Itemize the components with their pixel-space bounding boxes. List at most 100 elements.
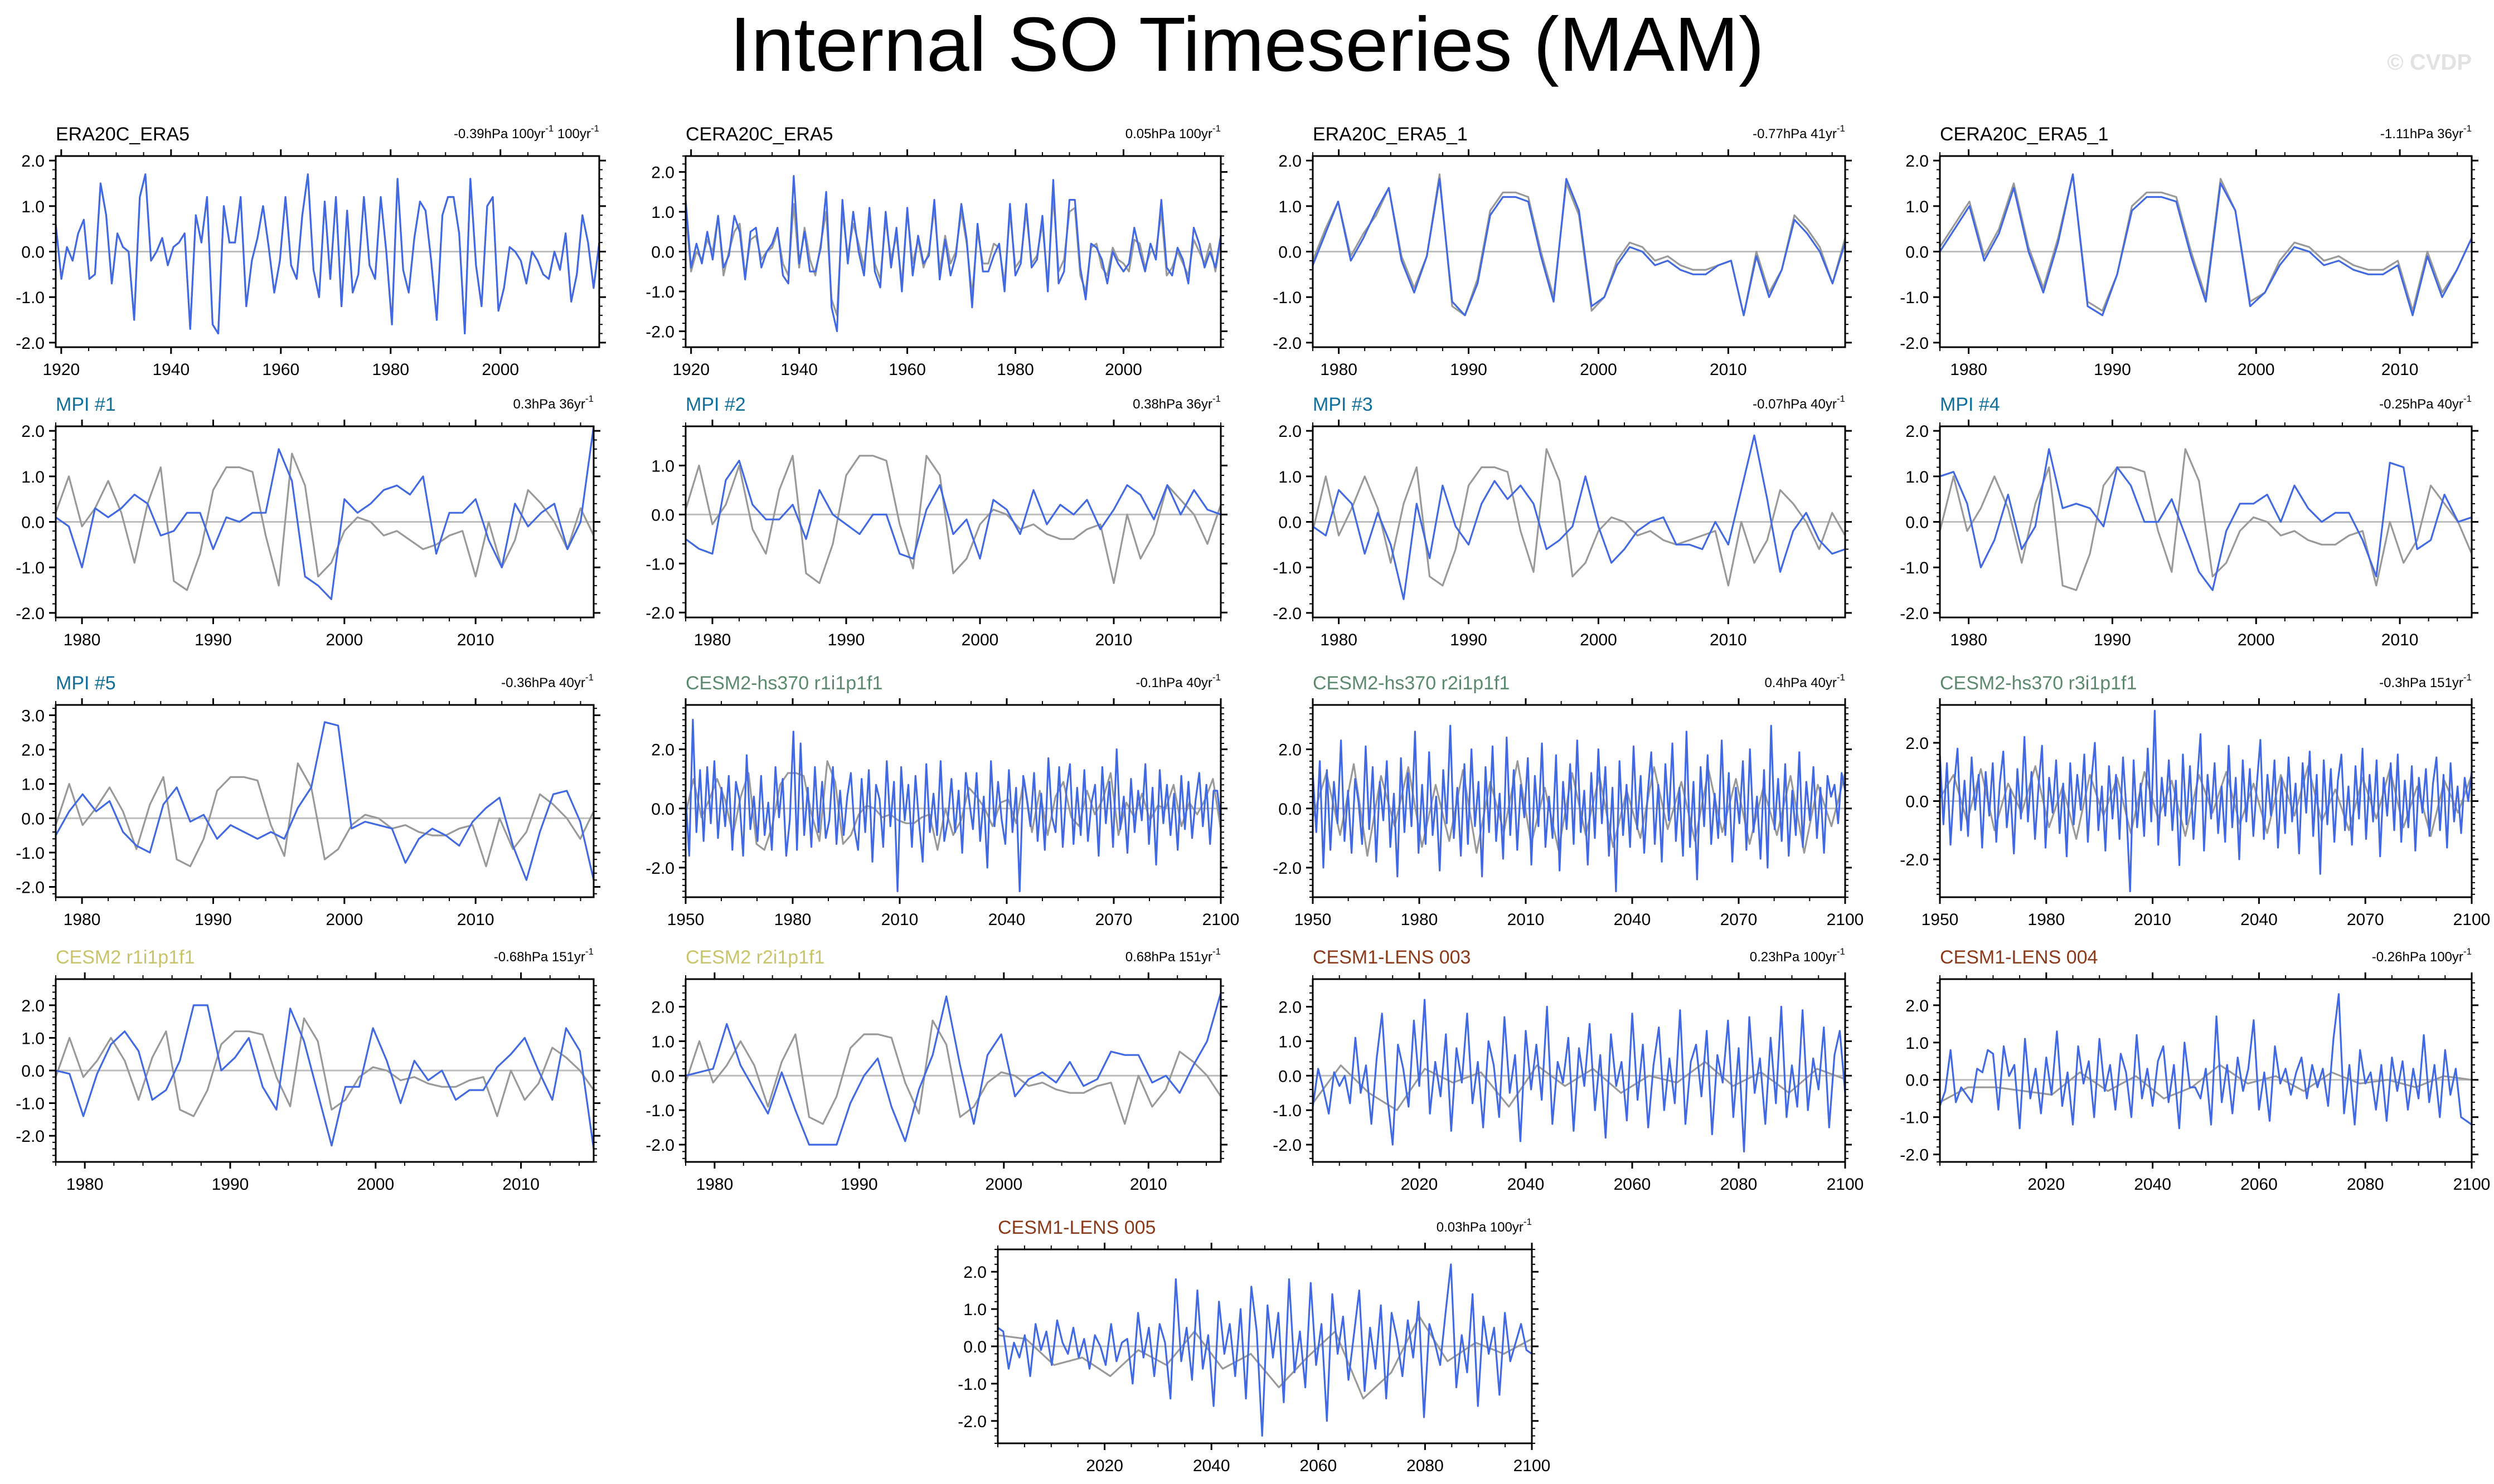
y-tick-label: 1.0 [963,1301,987,1319]
x-tick-label: 2000 [482,361,519,379]
plot-frame [685,704,1222,898]
y-tick-label: -1.0 [1273,559,1302,577]
y-tick-label: -1.0 [1900,1109,1929,1127]
x-tick-label: 1980 [774,911,812,929]
trend-label: 0.68hPa 151yr-1 [1125,946,1221,965]
trend-exponent: -1 [1212,672,1221,683]
x-tick-label: 1990 [1450,361,1487,379]
y-tick-label: -2.0 [1273,859,1302,878]
y-tick-label: 1.0 [1905,1034,1929,1053]
y-tick-label: 3.0 [21,707,45,725]
x-tick-label: 2000 [962,631,999,649]
y-tick-label: 0.0 [1905,514,1929,532]
x-tick-label: 2000 [2238,631,2275,649]
y-tick-label: 2.0 [1278,152,1302,171]
series-line-primary [685,459,1221,560]
x-tick-label: 2020 [1401,1175,1438,1194]
panel-5: 2.0 1.0 0.0 -1.0 -2.0 1980 1990 2000 2010 MPI #1 0… [16,393,600,649]
y-tick-label: -1.0 [646,1102,675,1120]
x-tick-label: 1990 [1450,631,1487,649]
x-tick-label: 2100 [1513,1457,1551,1475]
plot-frame [685,425,1222,619]
y-tick-label: -2.0 [646,1136,675,1155]
y-tick-label: -1.0 [646,283,675,301]
y-tick-label: 2.0 [1278,999,1302,1017]
x-tick-label: 2040 [1193,1457,1230,1475]
y-tick-label: -2.0 [1900,605,1929,623]
trend-label: -0.26hPa 100yr-1 [2372,946,2472,965]
y-tick-label: -2.0 [16,334,45,353]
panel-label: ERA20C_ERA5 [56,124,190,145]
panel-label: CESM2 r1i1p1f1 [56,947,195,968]
y-tick-label: 0.0 [651,506,675,524]
y-tick-label: 0.0 [1905,793,1929,811]
panel-9: 3.0 2.0 1.0 0.0 -1.0 -2.0 1980 1990 2000 2010 MPI … [16,672,600,929]
x-tick-label: 2010 [1710,631,1747,649]
x-tick-label: 1980 [66,1175,104,1194]
series-line-primary [685,992,1222,1146]
y-tick-label: -2.0 [1273,334,1302,353]
x-tick-label: 2100 [2453,1175,2491,1194]
panel-3: 2.0 1.0 0.0 -1.0 -2.0 1980 1990 2000 2010 ERA20C_… [1273,123,1852,379]
series-line-reference [1312,173,1846,317]
panel-10: 2.0 0.0 -2.0 1950 1980 2010 2040 2070 2100 CESM2-… [646,672,1239,929]
figure-title: Internal SO Timeseries (MAM) [730,2,1764,87]
series-line-reference [55,1017,595,1117]
y-tick-label: 0.0 [651,800,675,819]
y-tick-label: -1.0 [646,555,675,573]
panel-15: 2.0 1.0 0.0 -1.0 -2.0 2020 2040 2060 2080 2100 CES… [1273,946,1864,1194]
y-tick-label: 1.0 [651,1033,675,1051]
trend-label: 0.4hPa 40yr-1 [1764,672,1845,690]
x-tick-label: 2000 [357,1175,394,1194]
y-tick-label: 2.0 [1905,997,1929,1015]
y-tick-label: 2.0 [651,999,675,1017]
trend-label: -0.68hPa 151yr-1 [494,946,594,965]
x-tick-label: 1980 [696,1175,734,1194]
x-tick-label: 2000 [2238,361,2275,379]
x-tick-label: 1980 [1320,361,1357,379]
plot-frame [55,704,595,898]
series-line-reference [55,453,595,591]
y-tick-label: 2.0 [21,997,45,1015]
trend-label: 0.03hPa 100yr-1 [1437,1217,1532,1235]
y-tick-label: -1.0 [16,559,45,577]
panel-8: 2.0 1.0 0.0 -1.0 -2.0 1980 1990 2000 2010 MPI #4 -… [1900,393,2478,649]
series-line-reference [1312,1060,1846,1111]
x-tick-label: 2100 [1827,1175,1864,1194]
panel-14: 2.0 1.0 0.0 -1.0 -2.0 1980 1990 2000 2010 CESM2 r… [646,946,1227,1194]
trend-label: -0.39hPa 100yr-1 100yr-1 [454,123,599,142]
y-tick-label: -1.0 [1273,1102,1302,1120]
panel-2: 2.0 1.0 0.0 -1.0 -2.0 1920 1940 1960 1980 2000 CER… [646,123,1227,379]
series-line-reference [685,1019,1222,1125]
panel-label: CESM2-hs370 r3i1p1f1 [1940,673,2137,694]
y-tick-label: -2.0 [646,859,675,878]
x-tick-label: 2010 [1095,631,1133,649]
y-tick-label: 2.0 [1278,422,1302,441]
x-tick-label: 2010 [1507,911,1545,929]
panel-13: 2.0 1.0 0.0 -1.0 -2.0 1980 1990 2000 2010 CESM2 r… [16,946,600,1194]
x-tick-label: 2020 [2027,1175,2065,1194]
x-tick-label: 1960 [262,361,299,379]
x-tick-label: 2010 [1130,1175,1167,1194]
x-tick-label: 1990 [2094,361,2131,379]
x-tick-label: 2000 [1580,361,1617,379]
x-tick-label: 1950 [667,911,705,929]
trend-label: -0.1hPa 40yr-1 [1136,672,1221,690]
x-tick-label: 2070 [1720,911,1758,929]
y-tick-label: -1.0 [16,844,45,863]
trend-exponent: -1 [585,672,594,683]
x-tick-label: 1920 [42,361,80,379]
x-tick-label: 2000 [326,911,363,929]
series-line-primary [55,173,600,335]
y-tick-label: 0.0 [21,810,45,828]
y-tick-label: 0.0 [651,1067,675,1086]
trend-label: 0.3hPa 36yr-1 [513,393,594,412]
y-tick-label: -2.0 [1273,1136,1302,1155]
panel-label: CESM1-LENS 005 [998,1217,1156,1238]
y-tick-label: 1.0 [651,203,675,222]
x-tick-label: 2040 [1507,1175,1545,1194]
trend-label: -1.11hPa 36yr-1 [2380,123,2472,142]
y-tick-label: 0.0 [1278,800,1302,819]
y-tick-label: 0.0 [1278,244,1302,262]
x-tick-label: 1990 [195,631,232,649]
